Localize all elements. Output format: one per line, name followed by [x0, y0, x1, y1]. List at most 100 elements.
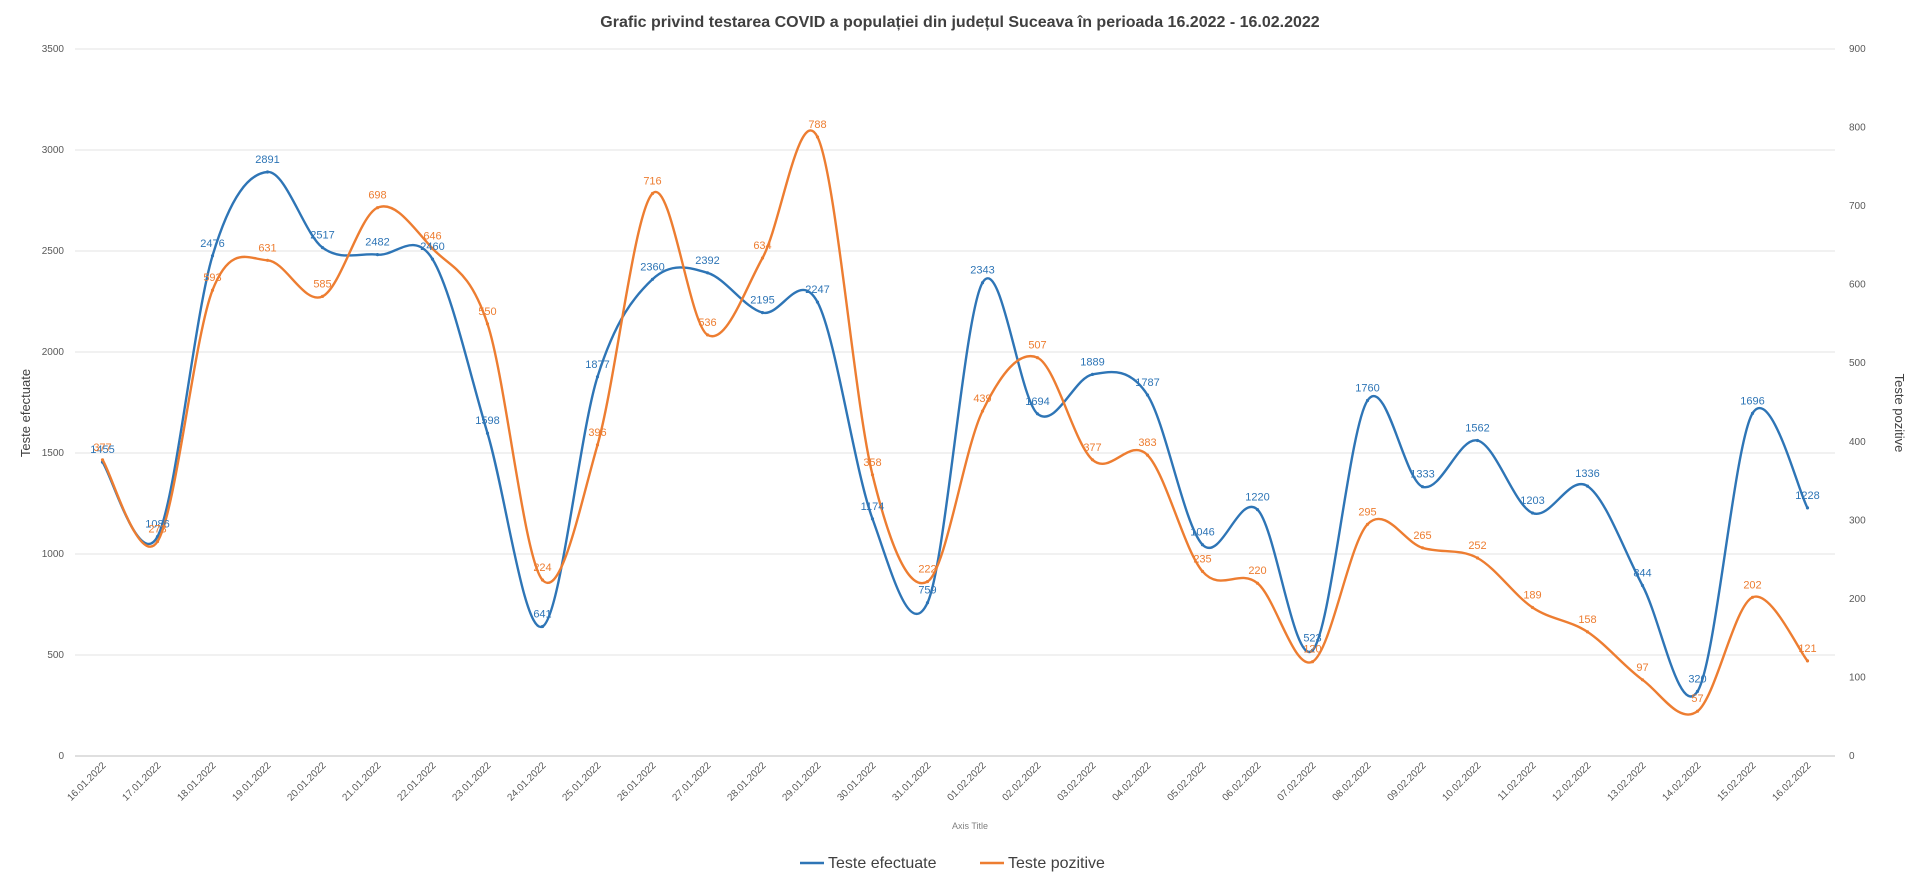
x-tick-label: 02.02.2022 [1000, 760, 1043, 803]
data-label: 1598 [475, 415, 499, 427]
data-point [1145, 393, 1150, 397]
data-point [1695, 689, 1700, 694]
data-point [210, 254, 215, 258]
data-point [430, 257, 435, 261]
data-point [375, 253, 380, 257]
y-tick-label: 1000 [42, 549, 65, 560]
data-point [1365, 522, 1370, 526]
data-point [375, 206, 380, 210]
data-point [485, 322, 490, 326]
data-label: 224 [533, 562, 551, 574]
data-label: 97 [1636, 662, 1648, 674]
data-point [1420, 546, 1425, 550]
data-label: 1696 [1740, 395, 1764, 407]
data-label: 2195 [750, 295, 774, 307]
data-point [705, 271, 710, 275]
x-tick-label: 20.01.2022 [285, 760, 328, 803]
data-label: 1333 [1410, 469, 1434, 481]
data-label: 593 [203, 272, 221, 284]
data-labels: 1455 1086 2476 2891 2517 2482 2460 1598 641 1877 2… [90, 119, 1819, 705]
data-label: 158 [1578, 614, 1596, 626]
data-label: 646 [423, 231, 441, 243]
legend: Teste efectuate Teste pozitive [800, 855, 1105, 872]
x-tick-label: 14.02.2022 [1660, 760, 1703, 803]
x-tick-label: 27.01.2022 [670, 760, 713, 803]
data-label: 536 [698, 317, 716, 329]
x-tick-label: 08.02.2022 [1330, 760, 1373, 803]
data-label: 2460 [420, 241, 444, 253]
data-label: 235 [1193, 553, 1211, 565]
data-point [650, 191, 655, 196]
data-point [1805, 659, 1810, 663]
x-tick-label: 15.02.2022 [1715, 760, 1758, 803]
data-label: 1046 [1190, 527, 1214, 539]
data-point [1035, 412, 1040, 416]
data-point [430, 246, 435, 251]
x-tick-label: 31.01.2022 [890, 760, 933, 803]
data-label: 585 [313, 278, 331, 290]
data-point [1090, 372, 1095, 376]
data-point [870, 473, 875, 477]
x-axis: 16.01.2022 17.01.2022 18.01.2022 19.01.2022… [65, 760, 1813, 803]
x-tick-label: 23.01.2022 [450, 760, 493, 803]
data-label: 57 [1691, 693, 1703, 705]
data-label: 1787 [1135, 377, 1159, 389]
data-label: 641 [533, 609, 551, 621]
data-label: 1889 [1080, 356, 1104, 368]
data-label: 1086 [145, 519, 169, 531]
data-label: 788 [808, 119, 826, 131]
y2-axis-title: Teste pozitive [1892, 374, 1907, 453]
y-tick-label: 0 [58, 751, 64, 762]
x-tick-label: 04.02.2022 [1110, 760, 1153, 803]
data-label: 377 [93, 442, 111, 454]
x-tick-label: 29.01.2022 [780, 760, 823, 803]
x-tick-label: 16.02.2022 [1770, 760, 1813, 803]
data-label: 2517 [310, 230, 334, 242]
x-tick-label: 07.02.2022 [1275, 760, 1318, 803]
y-tick-label: 2500 [42, 246, 65, 257]
data-label: 634 [753, 240, 771, 252]
data-label: 716 [643, 176, 661, 188]
data-point [760, 311, 765, 315]
data-point [1365, 398, 1370, 403]
legend-label-0: Teste efectuate [828, 855, 937, 872]
data-label: 1694 [1025, 396, 1049, 408]
y-axis-title: Teste efectuate [18, 369, 33, 457]
data-point [1475, 438, 1480, 443]
data-label: 2482 [365, 237, 389, 249]
chart-title: Grafic privind testarea COVID a populați… [600, 14, 1319, 31]
data-label: 698 [368, 190, 386, 202]
data-point [1090, 458, 1095, 462]
y2-tick-label: 0 [1849, 751, 1855, 762]
y2-tick-label: 200 [1849, 594, 1866, 605]
data-label: 1174 [861, 501, 885, 513]
x-tick-label: 24.01.2022 [505, 760, 548, 803]
data-point [1805, 506, 1810, 510]
x-tick-label: 17.01.2022 [120, 760, 163, 803]
x-tick-label: 28.01.2022 [725, 760, 768, 803]
data-point [485, 431, 490, 435]
x-tick-label: 05.02.2022 [1165, 760, 1208, 803]
data-label: 273 [148, 524, 166, 536]
y2-tick-label: 100 [1849, 672, 1866, 683]
data-point [1145, 453, 1150, 457]
data-point [1255, 508, 1260, 512]
data-point [1310, 648, 1315, 653]
data-label: 2247 [805, 284, 829, 296]
series-line-1 [101, 129, 1809, 716]
series [100, 129, 1810, 716]
data-point [980, 409, 985, 413]
data-point [870, 517, 875, 521]
x-tick-label: 12.02.2022 [1550, 760, 1593, 803]
x-tick-label: 21.01.2022 [340, 760, 383, 803]
x-tick-label: 03.02.2022 [1055, 760, 1098, 803]
data-point [1530, 605, 1535, 610]
data-point [1310, 660, 1315, 664]
data-point [1640, 583, 1645, 588]
data-label: 1455 [90, 444, 114, 456]
data-point [760, 256, 765, 260]
x-tick-label: 30.01.2022 [835, 760, 878, 803]
data-point [265, 258, 270, 262]
data-label: 1228 [1795, 490, 1819, 502]
